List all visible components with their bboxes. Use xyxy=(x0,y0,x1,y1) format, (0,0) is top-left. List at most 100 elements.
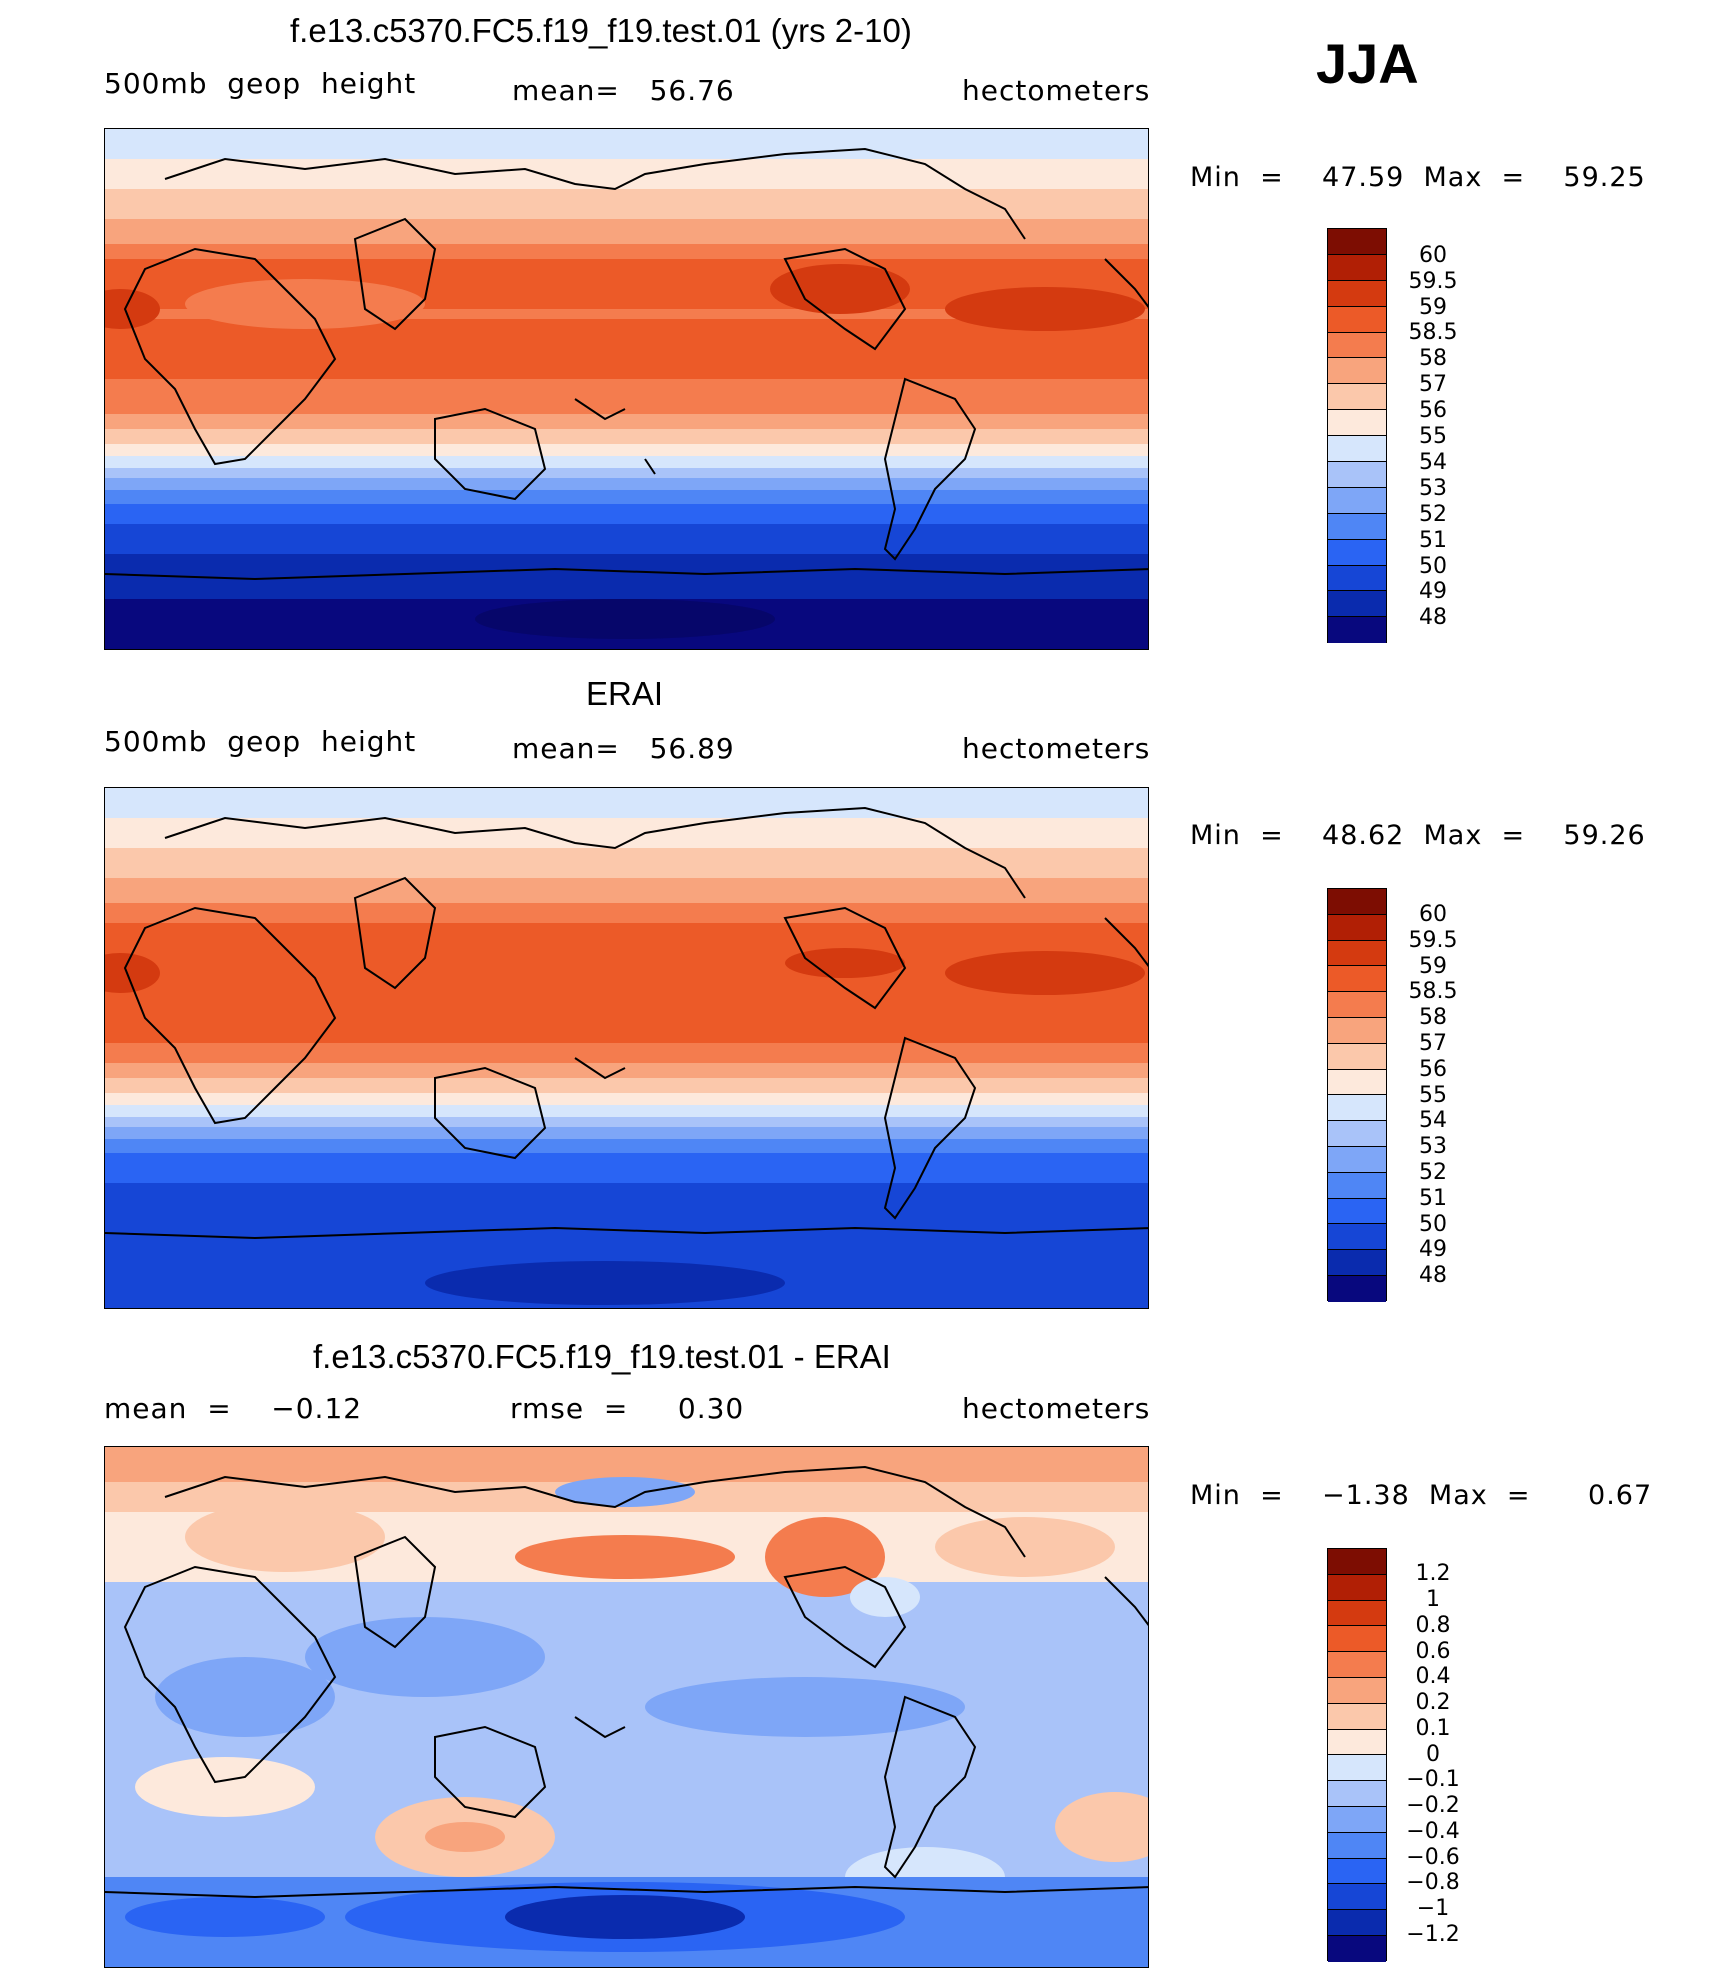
colorbar-label: 56 xyxy=(1419,1057,1447,1082)
panel-2-units-label: hectometers xyxy=(962,732,1151,765)
colorbar-label: −1 xyxy=(1416,1896,1450,1921)
colorbar-swatch xyxy=(1328,1910,1386,1936)
colorbar-swatch xyxy=(1328,992,1386,1018)
colorbar-label: 54 xyxy=(1419,1108,1447,1133)
panel-3-units-label: hectometers xyxy=(962,1392,1151,1425)
colorbar-swatch xyxy=(1328,358,1386,385)
colorbar-swatch xyxy=(1328,1858,1386,1885)
colorbar-swatch xyxy=(1328,966,1386,993)
colorbar-swatch xyxy=(1328,1198,1386,1225)
model-geopotential-map xyxy=(104,128,1149,650)
colorbar-label: −0.6 xyxy=(1406,1845,1460,1870)
colorbar-label: 58.5 xyxy=(1408,979,1458,1004)
colorbar-swatch xyxy=(1328,410,1386,437)
season-label: JJA xyxy=(1316,32,1419,95)
colorbar-swatch xyxy=(1328,1574,1386,1601)
colorbar-label: 0.2 xyxy=(1415,1690,1451,1715)
colorbar-label: 57 xyxy=(1419,372,1447,397)
colorbar-label: −0.2 xyxy=(1406,1793,1460,1818)
colorbar-label: 56 xyxy=(1419,398,1447,423)
colorbar-swatch xyxy=(1328,254,1386,281)
colorbar-label: 49 xyxy=(1419,579,1447,604)
colorbar-swatch xyxy=(1328,914,1386,941)
colorbar-label: 1.2 xyxy=(1415,1561,1451,1586)
colorbar-swatch xyxy=(1328,1275,1386,1302)
difference-map xyxy=(104,1446,1149,1968)
colorbar-swatch xyxy=(1328,384,1386,411)
map-svg-1 xyxy=(105,129,1148,649)
colorbar-swatch xyxy=(1328,1626,1386,1653)
colorbar-label: 0.6 xyxy=(1415,1639,1451,1664)
colorbar-label: 48 xyxy=(1419,605,1447,630)
colorbar-label: 49 xyxy=(1419,1237,1447,1262)
colorbar-label: 52 xyxy=(1419,1160,1447,1185)
colorbar-swatch xyxy=(1328,1652,1386,1678)
panel-1-title: f.e13.c5370.FC5.f19_f19.test.01 (yrs 2-1… xyxy=(290,12,912,49)
colorbar-swatch xyxy=(1328,591,1386,618)
colorbar-swatch xyxy=(1328,539,1386,566)
colorbar-swatch xyxy=(1328,487,1386,514)
colorbar-swatch xyxy=(1328,565,1386,592)
erai-geopotential-map xyxy=(104,787,1149,1309)
colorbar-label: 0.4 xyxy=(1415,1664,1451,1689)
colorbar-swatch xyxy=(1328,436,1386,463)
panel-2-variable-label: 500mb geop height xyxy=(104,725,417,758)
panel-1-variable-label: 500mb geop height xyxy=(104,67,417,100)
colorbar-swatch xyxy=(1328,1172,1386,1199)
colorbar-label: 58 xyxy=(1419,1005,1447,1030)
colorbar-swatch xyxy=(1328,940,1386,967)
colorbar-swatch xyxy=(1328,229,1386,255)
colorbar-swatch xyxy=(1328,1884,1386,1911)
map-svg-3 xyxy=(105,1447,1148,1967)
colorbar-swatch xyxy=(1328,332,1386,359)
colorbar-swatch xyxy=(1328,462,1386,488)
panel-3-colorbar xyxy=(1327,1548,1387,1962)
colorbar-swatch xyxy=(1328,1729,1386,1756)
map-svg-2 xyxy=(105,788,1148,1308)
colorbar-label: 55 xyxy=(1419,424,1447,449)
colorbar-swatch xyxy=(1328,1224,1386,1251)
colorbar-swatch xyxy=(1328,1549,1386,1575)
colorbar-label: 53 xyxy=(1419,1134,1447,1159)
colorbar-swatch xyxy=(1328,1600,1386,1627)
colorbar-swatch xyxy=(1328,306,1386,333)
colorbar-swatch xyxy=(1328,617,1386,644)
colorbar-swatch xyxy=(1328,1935,1386,1962)
colorbar-swatch xyxy=(1328,1832,1386,1859)
colorbar-swatch xyxy=(1328,1677,1386,1704)
panel-2-min-max: Min = 48.62 Max = 59.26 xyxy=(1190,820,1646,851)
colorbar-label: 1 xyxy=(1426,1587,1440,1612)
colorbar-swatch xyxy=(1328,1146,1386,1173)
colorbar-label: −0.8 xyxy=(1406,1870,1460,1895)
colorbar-label: 59 xyxy=(1419,295,1447,320)
panel-3-rmse-label: rmse = 0.30 xyxy=(510,1392,745,1425)
colorbar-swatch xyxy=(1328,1095,1386,1122)
colorbar-label: 48 xyxy=(1419,1263,1447,1288)
panel-1-units-label: hectometers xyxy=(962,74,1151,107)
colorbar-label: 53 xyxy=(1419,476,1447,501)
colorbar-label: 0.8 xyxy=(1415,1613,1451,1638)
colorbar-swatch xyxy=(1328,1121,1386,1147)
colorbar-label: 51 xyxy=(1419,1186,1447,1211)
colorbar-label: 60 xyxy=(1419,902,1447,927)
panel-2-title: ERAI xyxy=(586,675,664,712)
colorbar-swatch xyxy=(1328,1755,1386,1782)
colorbar-label: 50 xyxy=(1419,1212,1447,1237)
colorbar-label: −1.2 xyxy=(1406,1922,1460,1947)
panel-1-min-max: Min = 47.59 Max = 59.25 xyxy=(1190,162,1646,193)
panel-1-colorbar xyxy=(1327,228,1387,644)
panel-2-mean-label: mean= 56.89 xyxy=(512,732,735,765)
colorbar-label: −0.4 xyxy=(1406,1819,1460,1844)
colorbar-label: 59 xyxy=(1419,954,1447,979)
colorbar-swatch xyxy=(1328,1806,1386,1833)
colorbar-label: 0 xyxy=(1426,1742,1440,1767)
panel-2-colorbar xyxy=(1327,888,1387,1302)
colorbar-swatch xyxy=(1328,1250,1386,1276)
colorbar-label: −0.1 xyxy=(1406,1767,1460,1792)
panel-3-title: f.e13.c5370.FC5.f19_f19.test.01 - ERAI xyxy=(313,1338,891,1375)
colorbar-label: 54 xyxy=(1419,450,1447,475)
colorbar-label: 52 xyxy=(1419,502,1447,527)
colorbar-label: 58.5 xyxy=(1408,320,1458,345)
panel-1-mean-label: mean= 56.76 xyxy=(512,74,735,107)
colorbar-swatch xyxy=(1328,1703,1386,1730)
